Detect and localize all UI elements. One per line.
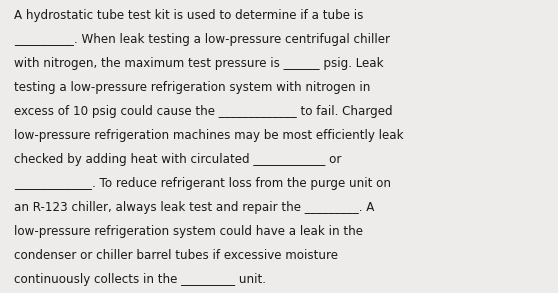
- Text: condenser or chiller barrel tubes if excessive moisture: condenser or chiller barrel tubes if exc…: [14, 249, 338, 262]
- Text: with nitrogen, the maximum test pressure is ______ psig. Leak: with nitrogen, the maximum test pressure…: [14, 57, 383, 70]
- Text: checked by adding heat with circulated ____________ or: checked by adding heat with circulated _…: [14, 153, 341, 166]
- Text: excess of 10 psig could cause the _____________ to fail. Charged: excess of 10 psig could cause the ______…: [14, 105, 393, 118]
- Text: __________. When leak testing a low-pressure centrifugal chiller: __________. When leak testing a low-pres…: [14, 33, 390, 46]
- Text: continuously collects in the _________ unit.: continuously collects in the _________ u…: [14, 273, 266, 286]
- Text: testing a low-pressure refrigeration system with nitrogen in: testing a low-pressure refrigeration sys…: [14, 81, 371, 94]
- Text: an R-123 chiller, always leak test and repair the _________. A: an R-123 chiller, always leak test and r…: [14, 201, 374, 214]
- Text: _____________. To reduce refrigerant loss from the purge unit on: _____________. To reduce refrigerant los…: [14, 177, 391, 190]
- Text: low-pressure refrigeration machines may be most efficiently leak: low-pressure refrigeration machines may …: [14, 129, 403, 142]
- Text: low-pressure refrigeration system could have a leak in the: low-pressure refrigeration system could …: [14, 225, 363, 238]
- Text: A hydrostatic tube test kit is used to determine if a tube is: A hydrostatic tube test kit is used to d…: [14, 9, 363, 22]
